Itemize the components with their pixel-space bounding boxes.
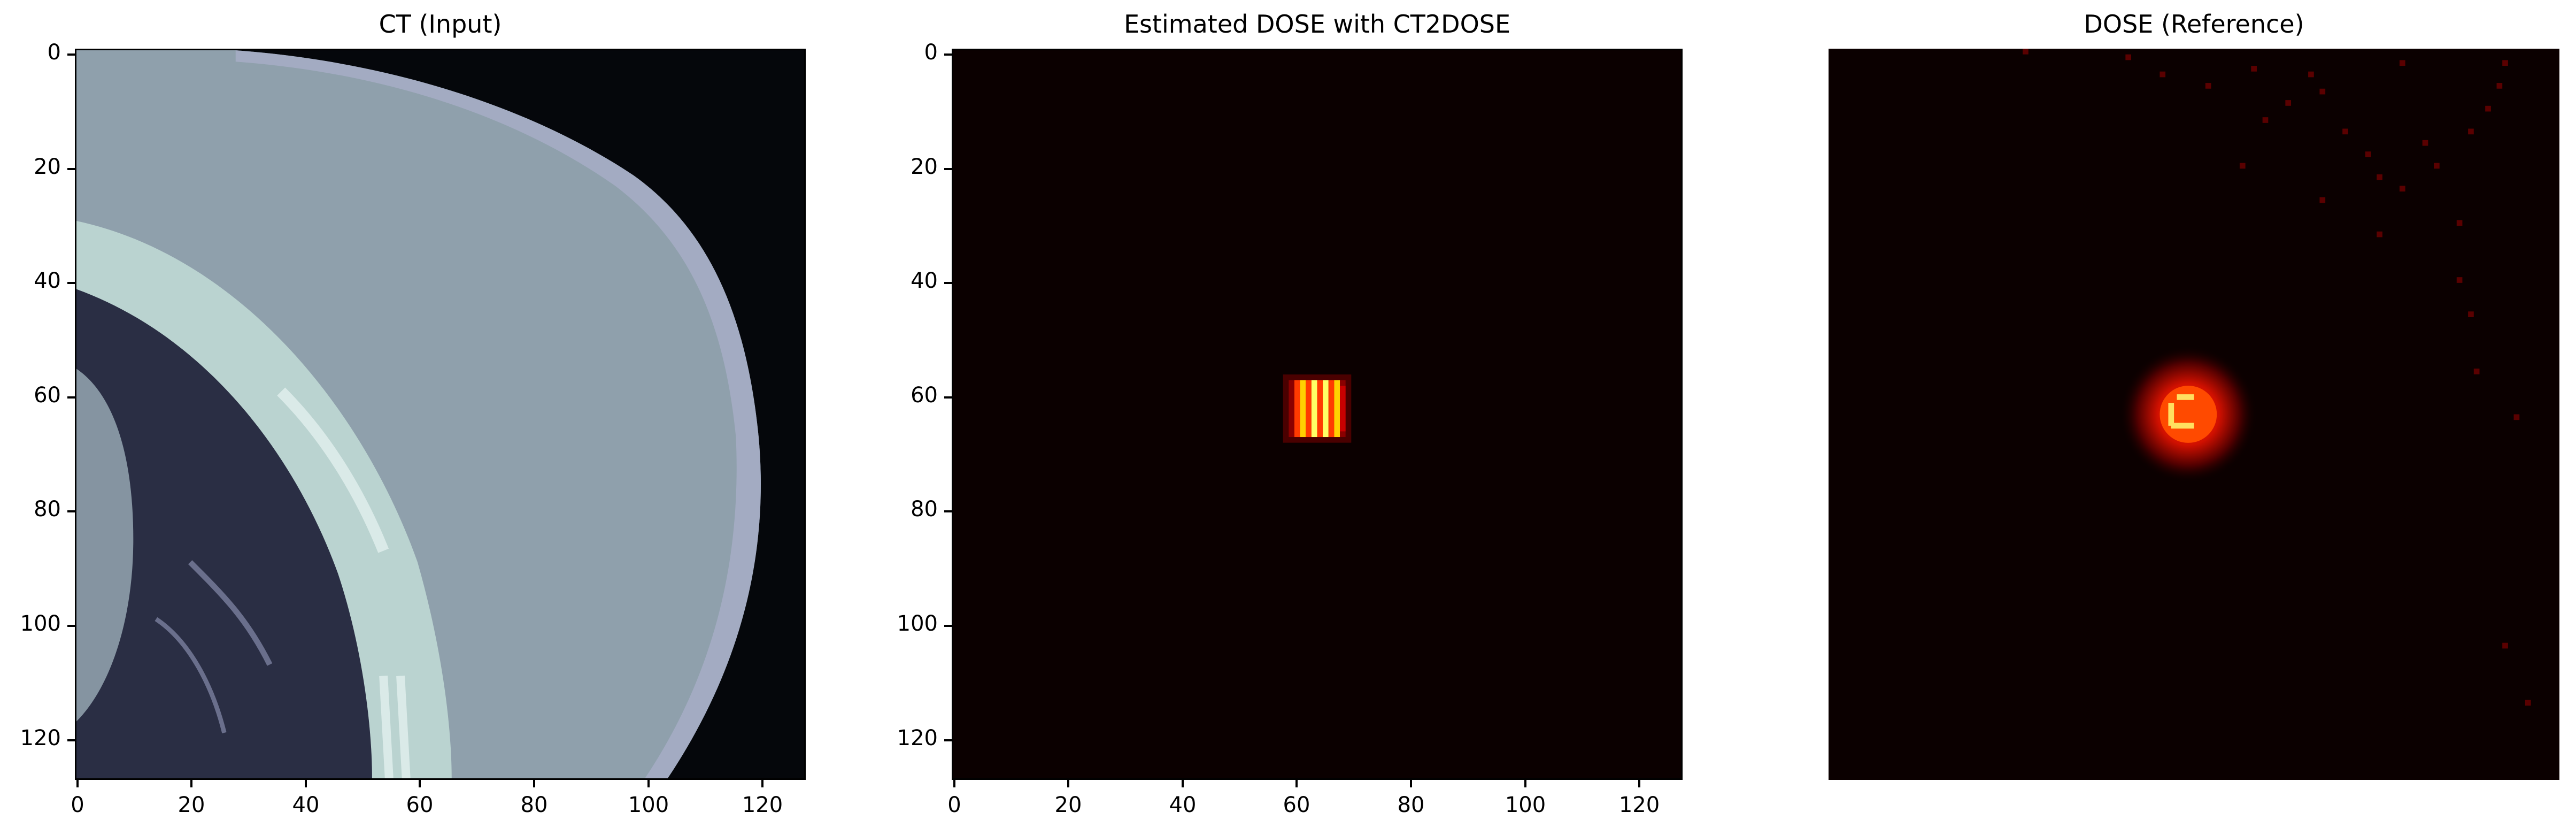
x-tick-label: 120 — [1618, 793, 1660, 817]
x-tick-label: 40 — [292, 793, 320, 817]
y-tick-label: 60 — [911, 383, 938, 408]
x-tick-label: 120 — [742, 793, 783, 817]
y-tick-label: 80 — [34, 497, 61, 522]
ct-input-image — [75, 49, 806, 780]
estimated-dose-title: Estimated DOSE with CT2DOSE — [1123, 10, 1511, 39]
y-tick-label: 120 — [897, 726, 938, 750]
x-tick-label: 100 — [628, 793, 669, 817]
estimated-dose-panel: Estimated DOSE with CT2DOSE 0 20 40 60 8… — [877, 0, 1683, 835]
x-tick-label: 100 — [1505, 793, 1546, 817]
estimated-dose-image — [952, 49, 1683, 780]
x-tick-label: 40 — [1169, 793, 1197, 817]
y-tick-label: 80 — [911, 497, 938, 522]
x-tick-label: 0 — [947, 793, 961, 817]
ct-input-panel: CT (Input) 0 20 40 60 80 100 — [0, 0, 806, 835]
y-tick-label: 100 — [20, 611, 61, 636]
y-tick-label: 0 — [924, 40, 938, 65]
x-tick-label: 80 — [1397, 793, 1425, 817]
estimated-dose-svg — [953, 50, 1681, 778]
reference-dose-svg — [1829, 49, 2559, 780]
x-tick-label: 60 — [406, 793, 434, 817]
y-tick-label: 20 — [34, 155, 61, 179]
x-tick-label: 20 — [178, 793, 205, 817]
ct-slice-svg — [76, 50, 804, 778]
ct-input-title: CT (Input) — [379, 10, 502, 39]
y-tick-label: 120 — [20, 726, 61, 750]
y-tick-label: 40 — [911, 269, 938, 293]
x-tick-label: 80 — [520, 793, 548, 817]
reference-dose-panel: DOSE (Reference) — [1754, 0, 2559, 835]
x-tick-label: 0 — [71, 793, 84, 817]
y-tick-label: 40 — [34, 269, 61, 293]
y-tick-label: 0 — [47, 40, 61, 65]
x-tick-label: 60 — [1283, 793, 1310, 817]
y-tick-label: 20 — [911, 155, 938, 179]
x-tick-label: 20 — [1054, 793, 1082, 817]
y-tick-label: 100 — [897, 611, 938, 636]
reference-dose-image — [1829, 49, 2559, 780]
reference-dose-title: DOSE (Reference) — [2084, 10, 2304, 39]
y-tick-label: 60 — [34, 383, 61, 408]
